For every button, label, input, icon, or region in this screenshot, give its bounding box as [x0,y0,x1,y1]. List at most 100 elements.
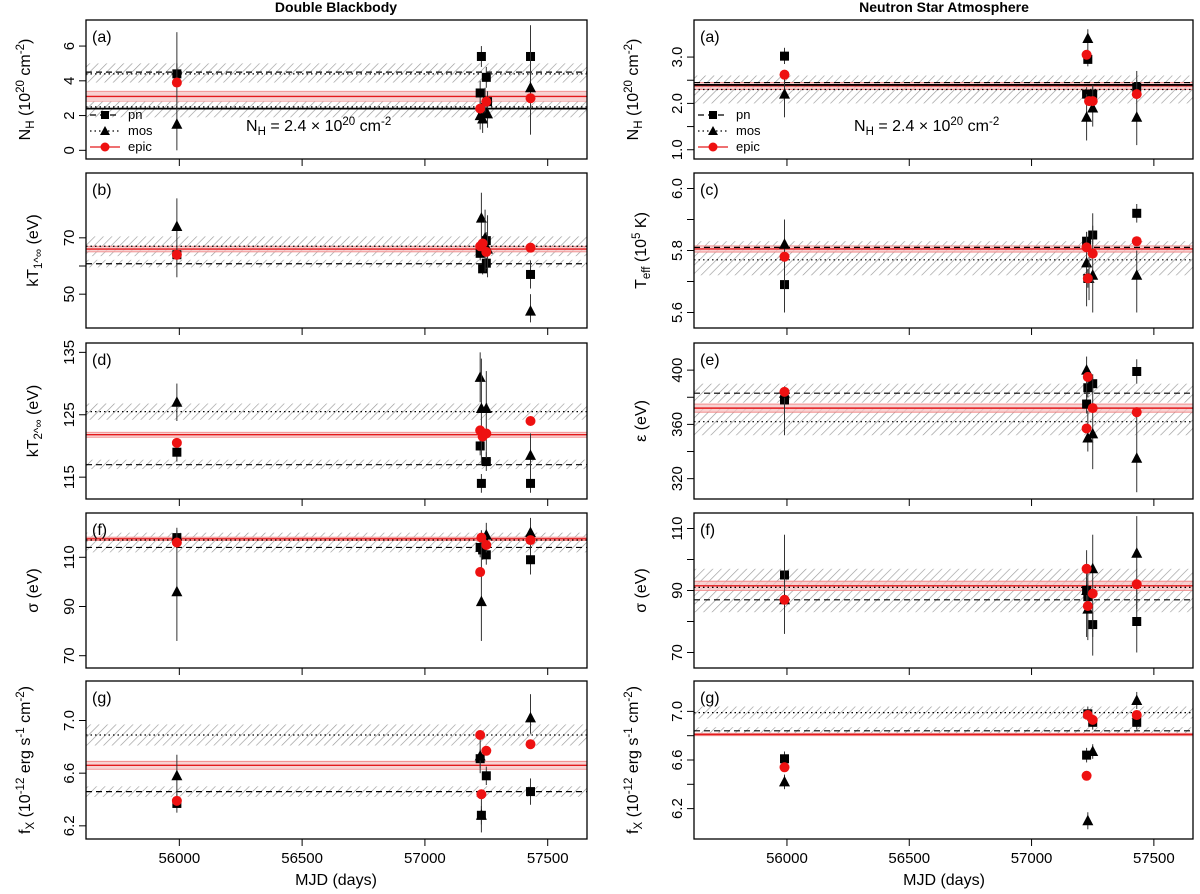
epic-point [779,386,790,397]
epic-point [525,93,536,104]
y-tick-label: 70 [669,644,686,661]
superscript: -2 [15,691,27,701]
label-text: cm [17,702,34,728]
superscript: -12 [623,778,635,795]
mos-band [86,724,587,746]
y-axis-label: kT1^∞ (eV) [25,214,45,286]
legend-marker-square [709,111,717,119]
pn-point [478,545,488,555]
y-tick-label: 3.0 [669,47,686,68]
superscript: -2 [623,691,635,701]
subscript: 2^∞ [33,419,45,439]
label-text: (eV) [25,385,42,420]
column-title-left: Double Blackbody [275,0,397,15]
y-tick-label: 115 [61,465,78,489]
y-tick-label: 2 [61,111,78,119]
pn-point [172,447,182,457]
label-text: erg s [625,738,642,778]
y-tick-label: 360 [669,412,686,437]
y-tick-label: 7.0 [669,701,686,722]
mos-point [779,775,791,787]
panel-left-f: 70 90 110 σ (eV) (f) [25,512,588,675]
epic-point [477,238,488,249]
subscript: 1^∞ [33,249,45,269]
label-text: cm [963,118,989,135]
superscript: 20 [15,80,27,93]
pn-point [526,478,536,488]
mos-point [779,238,791,249]
mos-point [1081,364,1093,375]
label-text: (10 [17,794,34,822]
x-tick-label: 56500 [888,850,930,867]
legend-marker-square [101,111,109,119]
superscript: -1 [623,727,635,737]
epic-point [1131,407,1142,418]
panel-label: (f) [700,522,715,539]
epic-point [1087,248,1098,259]
pn-point [1082,399,1092,409]
label-text: N [854,118,866,135]
pn-band [694,383,1193,403]
panel-left-b: 50 70 kT1^∞ (eV) (b) [25,172,588,335]
mos-point [525,711,537,723]
panel-frame [693,342,1194,500]
x-tick-label: 56000 [158,850,200,867]
panel-label: (d) [92,352,112,369]
epic-point [1087,403,1098,414]
label-text: f [17,829,34,834]
mos-point [525,305,537,316]
epic-point [171,795,182,806]
mos-point [171,396,183,407]
epic-point [525,242,536,253]
pn-point [526,555,536,565]
label-text: N [17,129,34,141]
pn-point [481,771,491,781]
subscript: H [25,120,37,128]
label-text: f [625,829,642,834]
epic-point [1082,371,1093,382]
x-tick-label: 57500 [1133,850,1175,867]
y-tick-label: 5.6 [669,302,686,323]
epic-point [779,762,790,773]
mos-point [1087,102,1099,113]
panel-label: (g) [92,690,112,707]
x-tick-label: 57000 [404,850,446,867]
panel-right-e: 320 360 400 ε (eV) (e) [633,342,1194,506]
y-tick-label: 4 [61,77,78,85]
legend-label-epic: epic [128,139,152,154]
epic-point [1131,236,1142,247]
label-text: erg s [17,738,34,778]
label-text: cm [625,702,642,728]
x-tick-label: 56500 [281,850,323,867]
epic-point [475,567,486,578]
label-text: ) [625,39,642,44]
y-tick-label: 1.0 [669,139,686,160]
pn-point [481,550,491,560]
pn-point [475,248,485,258]
label-text: ) [625,686,642,691]
label-text: kT [25,439,42,457]
epic-point [779,251,790,262]
panel-right-a: 1.02.03.0NH (1020 cm-2) (a)NH = 2.4 × 102… [623,19,1194,166]
mos-point [1131,547,1143,558]
panel-label: (g) [700,690,720,707]
pn-point [481,72,491,82]
y-tick-label: 2.0 [669,93,686,114]
plot-area [86,192,587,323]
y-tick-label: 110 [669,517,686,541]
pn-point [1083,383,1093,393]
pn-point [1132,617,1142,626]
y-tick-label: 6.0 [669,178,686,199]
label-text: σ (eV) [25,568,42,613]
epic-point [1081,563,1092,574]
panel-label: (a) [92,29,112,46]
mos-point [779,88,791,99]
superscript: -2 [989,116,999,128]
y-tick-label: 6.2 [61,815,78,836]
y-tick-label: 70 [61,647,78,664]
panel-right-c: 5.6 5.8 6.0 Teff (105 K) (c) [631,172,1194,335]
epic-point [1081,423,1092,434]
mos-point [1131,452,1143,463]
epic-point [1131,579,1142,590]
